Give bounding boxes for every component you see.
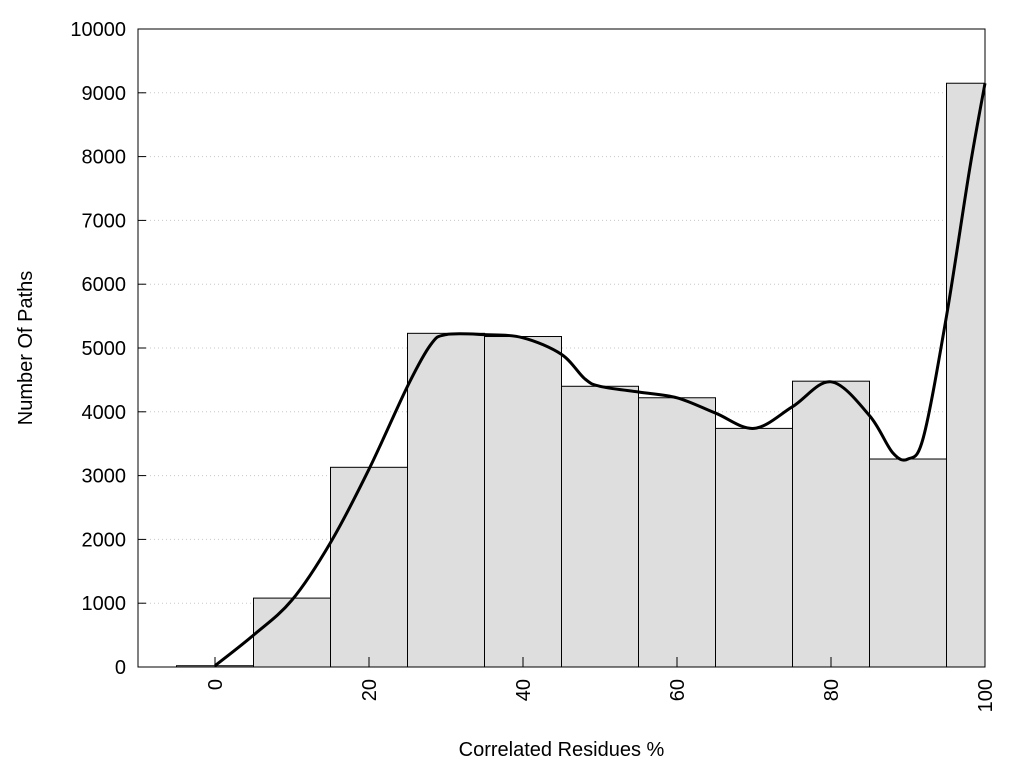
histogram-bar — [484, 336, 562, 668]
density-curve — [214, 82, 987, 667]
x-tick-label: 100 — [975, 679, 997, 712]
x-tick-label: 20 — [359, 679, 381, 701]
y-tick-label: 2000 — [82, 529, 127, 551]
y-tick-label: 1000 — [82, 593, 127, 615]
histogram-bar — [792, 380, 870, 668]
histogram-bar — [330, 466, 408, 668]
x-axis-ticks: 0 20 40 60 80 100 — [205, 657, 997, 712]
histogram-bar — [407, 332, 485, 668]
y-axis-ticks: 0 1000 2000 3000 4000 5000 6000 7000 8000 9000 100… — [70, 19, 146, 679]
histogram-bar — [946, 82, 986, 668]
histogram-bar — [561, 385, 639, 668]
histogram-bar — [638, 397, 716, 668]
x-tick-label: 40 — [513, 679, 535, 701]
x-tick-label: 80 — [821, 679, 843, 701]
y-tick-label: 9000 — [82, 83, 127, 105]
y-tick-label: 3000 — [82, 466, 127, 488]
y-tick-label: 6000 — [82, 274, 127, 296]
x-axis-label: Correlated Residues % — [459, 739, 665, 761]
y-tick-label: 10000 — [70, 19, 126, 41]
y-tick-label: 4000 — [82, 402, 127, 424]
histogram-bar — [715, 427, 793, 668]
y-tick-label: 0 — [115, 657, 126, 679]
y-tick-label: 7000 — [82, 210, 127, 232]
histogram-bar — [869, 458, 947, 668]
x-tick-label: 60 — [667, 679, 689, 701]
histogram-bar — [253, 597, 331, 668]
y-axis-label: Number Of Paths — [15, 271, 37, 426]
y-tick-label: 8000 — [82, 147, 127, 169]
x-tick-label: 0 — [205, 679, 227, 690]
y-tick-label: 5000 — [82, 338, 127, 360]
density-curve-layer — [214, 82, 987, 667]
